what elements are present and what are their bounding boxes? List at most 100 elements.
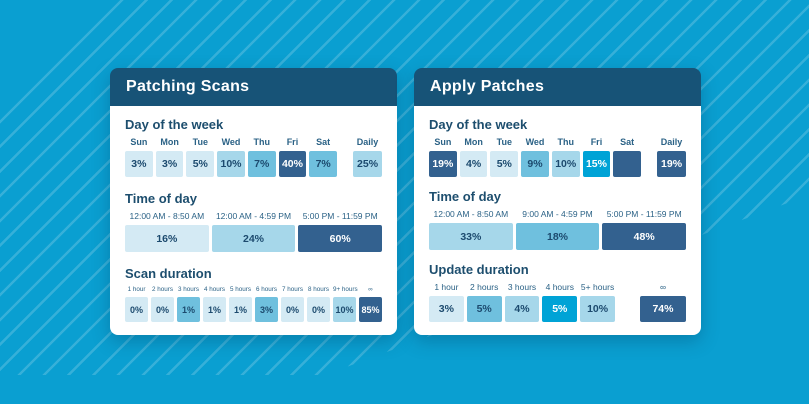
cell-label: ∞ — [368, 286, 373, 293]
days-cell: Sun 3% — [125, 137, 153, 177]
cell-label: Fri — [590, 137, 603, 147]
section-day-of-week: Day of the week Sun 19% Mon 4% Tue 5% Wed 9% Thu… — [429, 117, 687, 177]
cell-label: 9+ hours — [333, 286, 358, 293]
duration-cell: 3 hours 1% — [177, 286, 200, 322]
days-cell: Mon 3% — [155, 137, 184, 177]
value-cell: 5% — [542, 296, 578, 322]
cell-label: 6 hours — [255, 286, 277, 293]
time-cell: 12:00 AM - 4:59 PM 24% — [211, 211, 296, 252]
days-cell: Thu 10% — [551, 137, 580, 177]
duration-cell: 5 hours 1% — [229, 286, 252, 322]
time-cell: 5:00 PM - 11:59 PM 60% — [298, 211, 383, 252]
cell-label: Tue — [496, 137, 512, 147]
value-cell: 19% — [657, 151, 687, 177]
heatmap-row: 1 hour 3% 2 hours 5% 3 hours 4% 4 hours 5% 5+ ho… — [429, 282, 686, 322]
cell-label: 4 hours — [545, 282, 574, 292]
cell-label: 12:00 AM - 4:59 PM — [215, 211, 292, 221]
section-title: Day of the week — [125, 117, 224, 132]
tail-days-cell: Daily 25% — [353, 137, 383, 177]
value-cell: 3% — [125, 151, 153, 177]
cell-label: Sun — [434, 137, 452, 147]
value-cell: 15% — [582, 151, 611, 177]
cell-label: 4 hours — [203, 286, 225, 293]
section-time-of-day: Time of day 12:00 AM - 8:50 AM 16% 12:00 A… — [125, 191, 383, 252]
value-cell: 0% — [307, 297, 330, 322]
value-cell: 10% — [580, 296, 615, 322]
cell-label: Tue — [192, 137, 208, 147]
cell-label: Sat — [316, 137, 331, 147]
card-header: Patching Scans — [110, 68, 397, 106]
cell-label: Fri — [286, 137, 299, 147]
cell-label: Wed — [221, 137, 241, 147]
cell-label: 5:00 PM - 11:59 PM — [606, 209, 682, 219]
value-cell: 10% — [551, 151, 580, 177]
duration-cell: 1 hour 0% — [125, 286, 148, 322]
cell-label: 1 hour — [434, 282, 459, 292]
value-cell: 10% — [217, 151, 245, 177]
duration-cell: 4 hours 1% — [203, 286, 226, 322]
cell-label: Sun — [130, 137, 148, 147]
days-cell: Sat 7% — [309, 137, 338, 177]
cell-label: 12:00 AM - 8:50 AM — [433, 209, 509, 219]
value-cell: 7% — [309, 151, 338, 177]
value-cell — [613, 151, 642, 177]
heatmap-row: 12:00 AM - 8:50 AM 33% 9:00 AM - 4:59 PM 18… — [429, 209, 687, 250]
section-title: Scan duration — [125, 266, 212, 281]
days-cell: Tue 5% — [186, 137, 215, 177]
days-cell: Tue 5% — [490, 137, 519, 177]
days-cell: Fri 15% — [582, 137, 611, 177]
section-title: Time of day — [125, 191, 198, 206]
cell-label: 8 hours — [307, 286, 329, 293]
cell-label: Thu — [557, 137, 574, 147]
duration-cell: 2 hours 0% — [151, 286, 174, 322]
value-cell: 33% — [429, 223, 513, 250]
cell-label: Sat — [620, 137, 635, 147]
section-title: Day of the week — [429, 117, 528, 132]
cell-label: Wed — [525, 137, 545, 147]
card-apply-patches: Apply Patches Day of the week Sun 19% Mon 4… — [414, 68, 701, 335]
card-title: Patching Scans — [126, 78, 250, 95]
tail-duration-cell: ∞ 74% — [639, 282, 686, 322]
value-cell: 4% — [459, 151, 488, 177]
cell-label: 9:00 AM - 4:59 PM — [522, 209, 593, 219]
value-cell: 7% — [247, 151, 276, 177]
duration-cell: 9+ hours 10% — [333, 286, 358, 322]
value-cell: 1% — [177, 297, 200, 322]
value-cell: 40% — [278, 151, 307, 177]
time-cell: 12:00 AM - 8:50 AM 33% — [429, 209, 513, 250]
value-cell: 0% — [125, 297, 148, 322]
section-time-of-day: Time of day 12:00 AM - 8:50 AM 33% 9:00 AM… — [429, 189, 687, 250]
value-cell: 19% — [429, 151, 457, 177]
value-cell: 9% — [521, 151, 549, 177]
cell-label: Daily — [356, 137, 379, 147]
cell-label: Mon — [464, 137, 483, 147]
value-cell: 5% — [466, 296, 502, 322]
value-cell: 18% — [515, 223, 600, 250]
card-title: Apply Patches — [430, 78, 545, 95]
value-cell: 3% — [429, 296, 464, 322]
value-cell: 0% — [281, 297, 304, 322]
value-cell: 5% — [490, 151, 519, 177]
cell-label: 2 hours — [151, 286, 173, 293]
value-cell: 16% — [125, 225, 209, 252]
value-cell: 5% — [186, 151, 215, 177]
section-scan-duration: Scan duration 1 hour 0% 2 hours 0% 3 hours 1%… — [125, 266, 382, 322]
duration-cell: 8 hours 0% — [307, 286, 330, 322]
days-cell: Wed 10% — [217, 137, 245, 177]
duration-cell: 4 hours 5% — [542, 282, 578, 322]
value-cell: 4% — [504, 296, 540, 322]
duration-cell: 3 hours 4% — [504, 282, 540, 322]
value-cell: 74% — [639, 296, 686, 322]
days-cell: Wed 9% — [521, 137, 549, 177]
heatmap-row: Sun 3% Mon 3% Tue 5% Wed 10% Thu 7% Fri 40% Sat 7% Dai… — [125, 137, 383, 177]
value-cell: 48% — [602, 223, 687, 250]
cell-label: 5 hours — [229, 286, 251, 293]
days-cell: Sun 19% — [429, 137, 457, 177]
value-cell: 3% — [255, 297, 278, 322]
value-cell: 1% — [203, 297, 226, 322]
heatmap-row: Sun 19% Mon 4% Tue 5% Wed 9% Thu 10% Fri 15% Sat Dail… — [429, 137, 687, 177]
duration-cell: 1 hour 3% — [429, 282, 464, 322]
section-update-duration: Update duration 1 hour 3% 2 hours 5% 3 hours… — [429, 262, 686, 322]
value-cell: 1% — [229, 297, 252, 322]
